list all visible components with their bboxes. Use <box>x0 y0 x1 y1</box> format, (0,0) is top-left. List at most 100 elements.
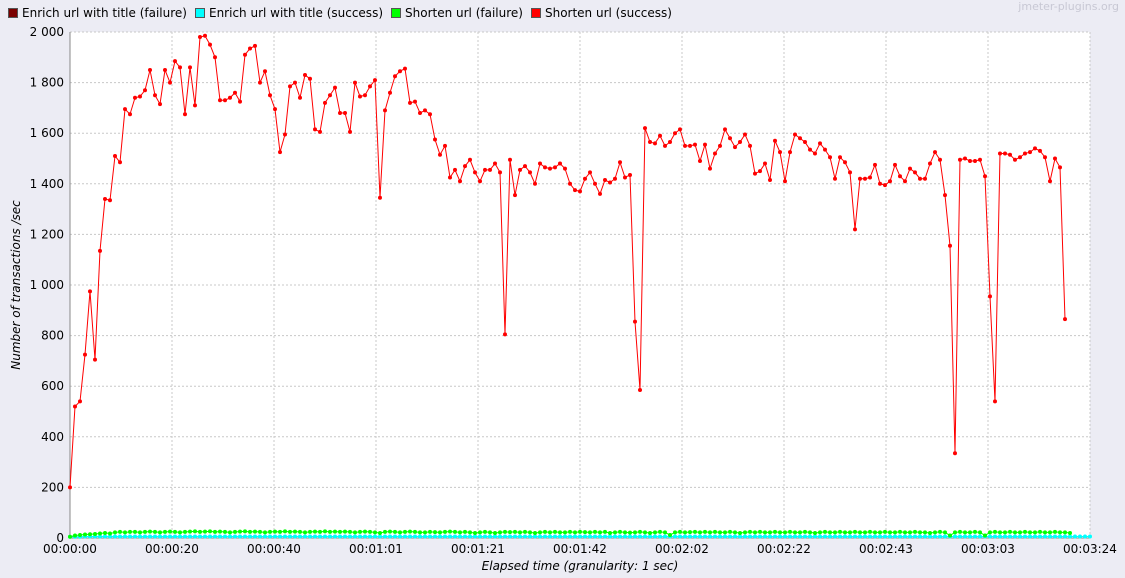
data-point <box>358 94 362 99</box>
data-point <box>273 534 277 539</box>
data-point <box>773 138 777 143</box>
data-point <box>108 198 112 203</box>
data-point <box>208 529 212 534</box>
data-point <box>763 530 767 535</box>
data-point <box>118 534 122 539</box>
data-point <box>843 530 847 535</box>
data-point <box>658 529 662 534</box>
data-point <box>948 533 952 538</box>
y-tick-label: 0 <box>56 531 64 545</box>
data-point <box>863 530 867 535</box>
data-point <box>73 404 77 409</box>
legend-item: Shorten url (success) <box>530 6 672 20</box>
data-point <box>913 534 917 539</box>
data-point <box>123 107 127 112</box>
data-point <box>643 534 647 539</box>
data-point <box>988 534 992 539</box>
data-point <box>843 534 847 539</box>
data-point <box>683 143 687 148</box>
x-tick-label: 00:01:01 <box>349 542 403 556</box>
data-point <box>188 534 192 539</box>
data-point <box>698 159 702 164</box>
data-point <box>478 534 482 539</box>
data-point <box>78 532 82 537</box>
data-point <box>468 157 472 162</box>
data-point <box>228 530 232 535</box>
data-point <box>908 166 912 171</box>
data-point <box>953 534 957 539</box>
data-point <box>1033 530 1037 535</box>
data-point <box>1003 534 1007 539</box>
data-point <box>103 534 107 539</box>
data-point <box>148 529 152 534</box>
data-point <box>1018 530 1022 535</box>
data-point <box>1013 530 1017 535</box>
data-point <box>438 530 442 535</box>
data-point <box>1018 155 1022 160</box>
data-point <box>123 534 127 539</box>
data-point <box>398 530 402 535</box>
data-point <box>383 534 387 539</box>
data-point <box>258 529 262 534</box>
data-point <box>738 140 742 145</box>
data-point <box>208 42 212 47</box>
data-point <box>628 534 632 539</box>
data-point <box>653 530 657 535</box>
data-point <box>248 534 252 539</box>
data-point <box>833 530 837 535</box>
data-point <box>88 289 92 294</box>
data-point <box>328 529 332 534</box>
data-point <box>903 534 907 539</box>
data-point <box>688 530 692 535</box>
data-point <box>178 534 182 539</box>
data-point <box>263 534 267 539</box>
data-point <box>593 534 597 539</box>
data-point <box>883 183 887 188</box>
data-point <box>113 534 117 539</box>
data-point <box>518 167 522 172</box>
data-point <box>903 179 907 184</box>
data-point <box>943 193 947 198</box>
data-point <box>68 534 72 539</box>
y-tick-label: 1 200 <box>30 227 64 241</box>
data-point <box>788 150 792 155</box>
data-point <box>703 142 707 147</box>
data-point <box>263 69 267 74</box>
data-point <box>1008 529 1012 534</box>
data-point <box>293 80 297 85</box>
data-point <box>978 530 982 535</box>
data-point <box>693 534 697 539</box>
data-point <box>528 170 532 175</box>
legend-label: Shorten url (failure) <box>405 6 523 20</box>
data-point <box>773 529 777 534</box>
data-point <box>1073 534 1077 539</box>
data-point <box>628 530 632 535</box>
data-point <box>103 530 107 535</box>
data-point <box>73 533 77 538</box>
data-point <box>673 131 677 136</box>
data-point <box>923 534 927 539</box>
data-point <box>78 399 82 404</box>
data-point <box>1058 165 1062 170</box>
data-point <box>193 103 197 108</box>
data-point <box>118 529 122 534</box>
data-point <box>623 534 627 539</box>
data-point <box>518 534 522 539</box>
data-point <box>1078 534 1082 539</box>
data-point <box>218 534 222 539</box>
data-point <box>128 529 132 534</box>
data-point <box>793 132 797 137</box>
data-point <box>583 534 587 539</box>
legend-swatch <box>8 8 18 18</box>
legend-item: Shorten url (failure) <box>391 6 523 20</box>
data-point <box>228 534 232 539</box>
data-point <box>283 132 287 137</box>
data-point <box>338 534 342 539</box>
data-point <box>788 534 792 539</box>
data-point <box>268 529 272 534</box>
data-point <box>848 170 852 175</box>
data-point <box>993 529 997 534</box>
data-point <box>343 529 347 534</box>
data-point <box>228 95 232 100</box>
data-point <box>458 534 462 539</box>
